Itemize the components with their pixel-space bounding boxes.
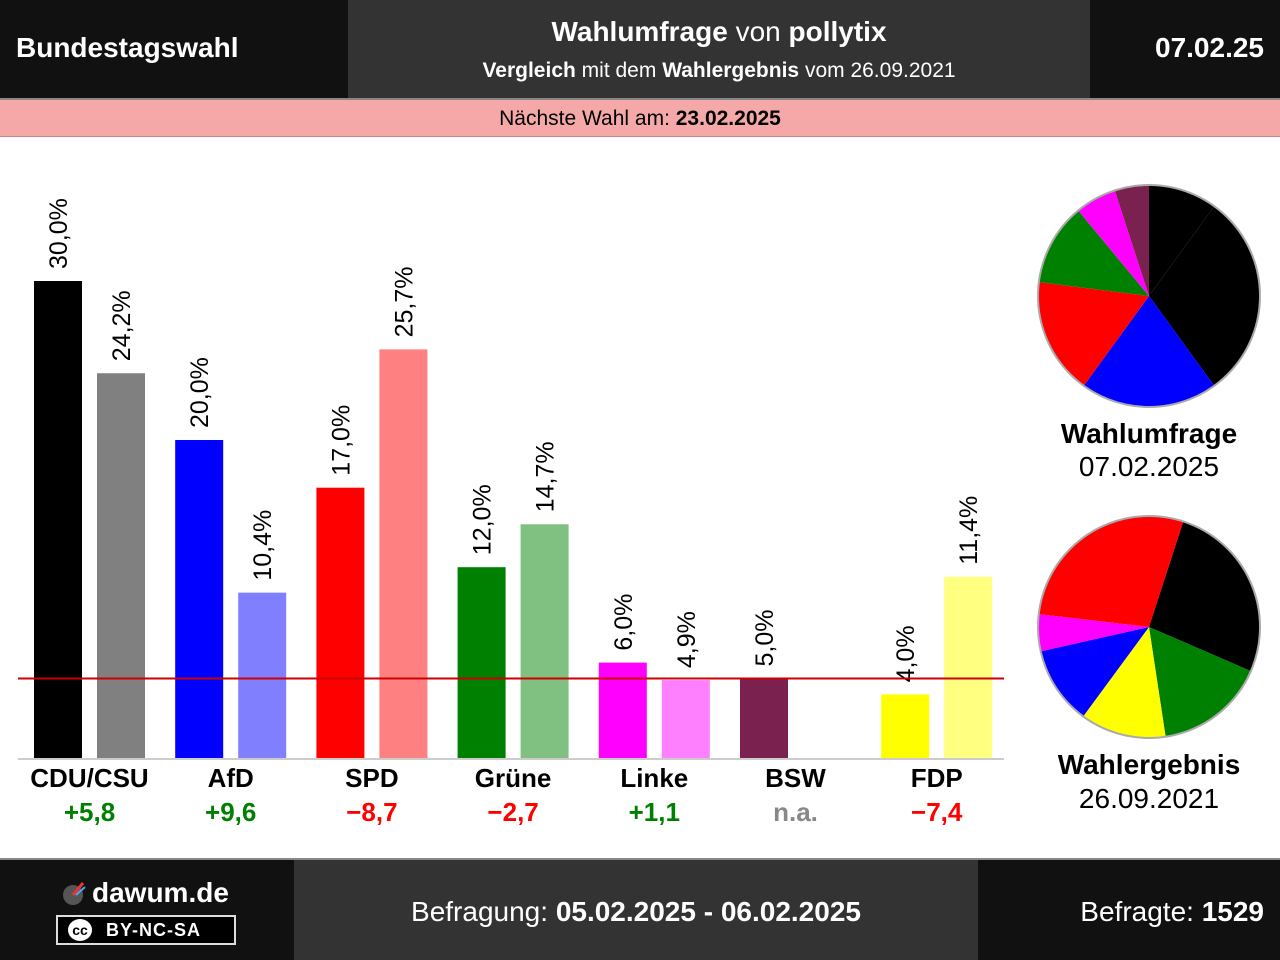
bar-gruene-wahlergebnis xyxy=(520,524,569,758)
value-label-spd-wahlergebnis: 25,7% xyxy=(390,266,418,337)
license-text: BY-NC-SA xyxy=(106,920,202,940)
poll-subtitle: Vergleich mit dem Wahlergebnis vom 26.09… xyxy=(348,59,1090,83)
difference-label-bsw: n.a. xyxy=(773,797,818,827)
bar-fdp-wahlergebnis xyxy=(944,576,993,758)
subtitle-part2: mit dem xyxy=(575,59,663,82)
subtitle-part4: vom 26.09.2021 xyxy=(799,59,956,82)
subtitle-part1: Vergleich xyxy=(482,59,576,82)
next-election-label: Nächste Wahl am: xyxy=(499,107,676,130)
survey-dates: 05.02.2025 - 06.02.2025 xyxy=(555,896,861,927)
pie-poll-slice-3 xyxy=(1038,210,1149,296)
value-label-fdp-wahlumfrage: 4,0% xyxy=(892,625,920,682)
header-left: Bundestagswahl xyxy=(0,0,348,98)
bar-linke-wahlumfrage xyxy=(598,662,647,758)
survey-label: Befragung: xyxy=(411,896,556,927)
bar-cdu-csu-wahlergebnis xyxy=(97,373,145,758)
footer-left: dawum.de cc BY-NC-SA xyxy=(0,860,294,960)
respondents-count: 1529 xyxy=(1201,896,1264,927)
poll-title: Wahlumfrage von pollytix xyxy=(348,16,1090,48)
pie-poll-slice-6 xyxy=(1149,185,1215,296)
difference-label-gruene: −2,7 xyxy=(487,797,538,827)
value-label-gruene-wahlumfrage: 12,0% xyxy=(469,484,497,555)
pie-chart-poll xyxy=(1037,184,1261,408)
category-label-linke: Linke xyxy=(620,763,688,793)
pie-chart-result xyxy=(1037,515,1261,739)
bar-bsw-wahlumfrage xyxy=(740,678,788,758)
pie-result-title: Wahlergebnis xyxy=(1057,749,1241,780)
difference-label-linke: +1,1 xyxy=(629,797,680,827)
survey-period: Befragung: 05.02.2025 - 06.02.2025 xyxy=(294,896,978,928)
creative-commons-icon: cc xyxy=(68,919,92,941)
pie-result-slice-5 xyxy=(1038,516,1184,627)
election-type: Bundestagswahl xyxy=(16,32,239,63)
category-label-cdu-csu: CDU/CSU xyxy=(30,763,148,793)
value-label-cdu-csu-wahlergebnis: 24,2% xyxy=(108,290,136,361)
category-label-gruene: Grüne xyxy=(475,763,552,793)
subtitle-part3: Wahlergebnis xyxy=(662,59,800,82)
header-right: 07.02.25 xyxy=(1090,0,1280,98)
category-label-bsw: BSW xyxy=(765,763,826,793)
value-label-gruene-wahlergebnis: 14,7% xyxy=(532,441,560,512)
pie-poll-outline xyxy=(1037,184,1261,408)
pie-result-slice-0 xyxy=(1149,521,1260,672)
bar-afd-wahlumfrage xyxy=(175,440,224,758)
bar-spd-wahlergebnis xyxy=(379,349,428,758)
poll-title-main: Wahlumfrage xyxy=(551,16,728,47)
pie-result-slice-2 xyxy=(1083,627,1166,738)
category-label-afd: AfD xyxy=(208,763,254,793)
bar-spd-wahlumfrage xyxy=(316,487,365,758)
difference-label-spd: −8,7 xyxy=(346,797,397,827)
value-label-afd-wahlumfrage: 20,0% xyxy=(186,357,214,428)
value-label-linke-wahlumfrage: 6,0% xyxy=(610,594,638,651)
dawum-logo-icon xyxy=(63,882,86,905)
pie-result-slice-1 xyxy=(1149,627,1251,737)
pollster-name: pollytix xyxy=(788,16,887,47)
bar-gruene-wahlumfrage xyxy=(457,567,506,758)
pie-result-outline xyxy=(1037,515,1261,739)
difference-label-fdp: −7,4 xyxy=(911,797,963,827)
bar-afd-wahlergebnis xyxy=(238,592,287,758)
pie-result-slice-3 xyxy=(1040,627,1149,717)
value-label-fdp-wahlergebnis: 11,4% xyxy=(955,496,983,565)
pie-poll-slice-0 xyxy=(1149,206,1260,386)
pie-poll-slice-4 xyxy=(1078,190,1149,296)
header-divider xyxy=(0,98,1280,100)
license-badge[interactable]: cc BY-NC-SA xyxy=(56,915,236,945)
pie-poll-slice-5 xyxy=(1114,185,1149,296)
poll-title-von: von xyxy=(727,16,789,47)
value-label-afd-wahlergebnis: 10,4% xyxy=(249,510,277,581)
pie-poll-slice-1 xyxy=(1083,296,1215,407)
footer-center: Befragung: 05.02.2025 - 06.02.2025 xyxy=(294,860,978,960)
bar-fdp-wahlumfrage xyxy=(881,694,930,758)
bar-cdu-csu-wahlumfrage xyxy=(34,281,82,758)
next-election-date: 23.02.2025 xyxy=(675,107,781,130)
respondents: Befragte: 1529 xyxy=(1080,896,1264,928)
header-center: Wahlumfrage von pollytix Vergleich mit d… xyxy=(348,0,1090,98)
value-label-linke-wahlergebnis: 4,9% xyxy=(673,611,701,668)
difference-label-cdu-csu: +5,8 xyxy=(64,797,115,827)
value-label-spd-wahlumfrage: 17,0% xyxy=(327,405,355,476)
difference-label-afd: +9,6 xyxy=(205,797,256,827)
category-label-fdp: FDP xyxy=(911,763,963,793)
pie-poll-title: Wahlumfrage xyxy=(1060,418,1238,449)
footer-right: Befragte: 1529 xyxy=(978,860,1280,960)
brand-name[interactable]: dawum.de xyxy=(92,877,229,908)
bar-linke-wahlergebnis xyxy=(661,680,710,758)
value-label-bsw-wahlumfrage: 5,0% xyxy=(751,610,779,667)
footer-divider xyxy=(0,858,1280,860)
next-election-bar: Nächste Wahl am: 23.02.2025 xyxy=(0,100,1280,137)
pie-result-date: 26.09.2021 xyxy=(1078,783,1220,814)
category-label-spd: SPD xyxy=(345,763,398,793)
respondents-label: Befragte: xyxy=(1080,896,1202,927)
value-label-cdu-csu-wahlumfrage: 30,0% xyxy=(45,198,73,269)
pie-result-slice-4 xyxy=(1038,614,1149,652)
pie-poll-date: 07.02.2025 xyxy=(1078,451,1220,482)
pie-poll-slice-2 xyxy=(1038,282,1149,386)
bar-chart: 30,0% 24,2% CDU/CSU +5,8 20,0% 10,4% AfD +9,6 17… xyxy=(18,198,1004,827)
poll-date: 07.02.25 xyxy=(1155,32,1264,63)
